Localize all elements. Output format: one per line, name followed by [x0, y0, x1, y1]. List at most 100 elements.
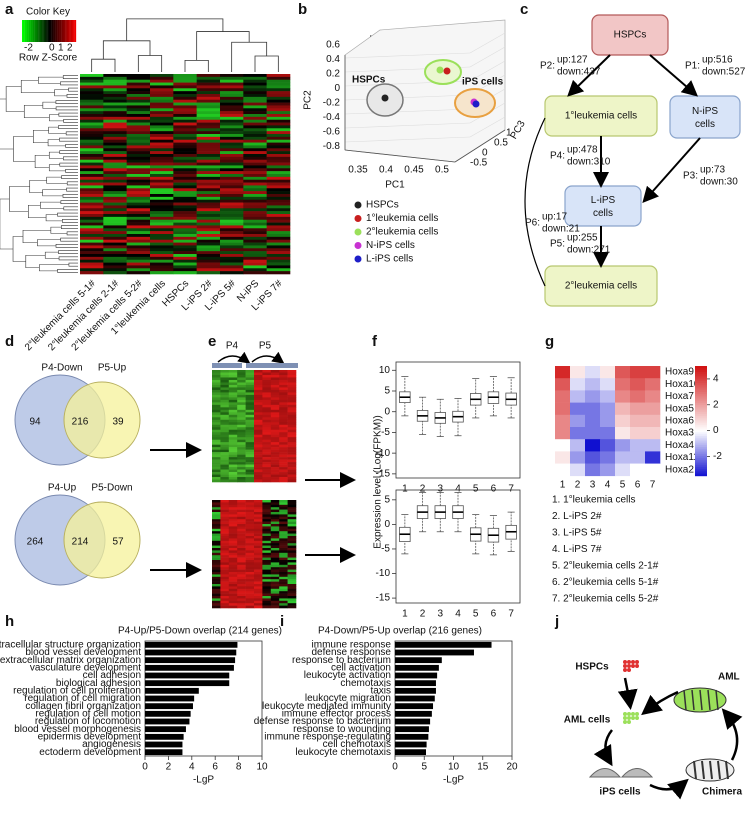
heatmap-cell [645, 378, 661, 391]
heatmap-cell [266, 151, 291, 155]
venn-count: 214 [72, 537, 89, 548]
color-key-swatch [69, 20, 71, 42]
heatmap-cell [212, 462, 221, 465]
heatmap-cell [150, 76, 174, 81]
heatmap-cell [243, 159, 267, 163]
heatmap-cell [270, 538, 280, 542]
column-label: 7 [650, 479, 656, 490]
heatmap-cell [287, 502, 297, 506]
heatmap-cell [254, 531, 263, 534]
heatmap-cell [262, 548, 272, 551]
heatmap-cell [212, 600, 221, 604]
heatmap-cell [220, 567, 230, 570]
heatmap-cell [262, 384, 272, 388]
heatmap-cell [103, 196, 127, 201]
heatmap-cell [287, 576, 297, 580]
heatmap-cell [228, 588, 238, 592]
heatmap-cell [212, 586, 221, 590]
heatmap-cell [173, 245, 197, 249]
color-key-tick: 2 [67, 43, 73, 54]
heatmap-cell [80, 154, 104, 158]
heatmap-cell [220, 168, 244, 172]
grid-line [344, 108, 471, 115]
dendrogram [55, 100, 78, 104]
heatmap-cell [287, 560, 297, 563]
heatmap-cell [287, 605, 297, 609]
heatmap-cell [245, 377, 255, 381]
heatmap-cell [262, 412, 272, 416]
heatmap-cell [80, 242, 104, 246]
heatmap-cell [266, 254, 291, 258]
heatmap-cell [173, 185, 197, 189]
heatmap-cell [103, 262, 127, 266]
heatmap-cell [126, 151, 151, 155]
x-tick-label: 7 [508, 484, 514, 495]
heatmap-cell [266, 116, 291, 121]
heatmap-cell [173, 239, 197, 243]
node-label: N-iPS cells [692, 106, 718, 130]
heatmap-cell [287, 500, 297, 503]
heatmap-cell [270, 417, 280, 421]
dendrogram [40, 201, 64, 209]
heatmap-cell [279, 424, 288, 428]
bar [395, 657, 442, 664]
heatmap-cell [150, 145, 174, 149]
heatmap-cell [103, 76, 127, 81]
heatmap-cell [220, 467, 230, 470]
heatmap-cell [262, 422, 272, 426]
heatmap-cell [212, 603, 221, 606]
heatmap-cell [262, 531, 272, 534]
heatmap-cell [150, 116, 174, 121]
heatmap-cell [254, 579, 263, 582]
heatmap-cell [270, 500, 280, 503]
heatmap-cell [212, 519, 221, 522]
heatmap-cell [173, 74, 197, 78]
heatmap-cell [228, 564, 238, 568]
heatmap-cell [220, 442, 230, 445]
heatmap-cell [228, 459, 238, 463]
heatmap-cell [287, 584, 297, 587]
heatmap-cell [266, 202, 291, 206]
heatmap-cell [262, 392, 272, 396]
heatmap-cell [254, 422, 263, 426]
heatmap-cell [270, 555, 280, 558]
heatmap-cell [266, 185, 291, 189]
heatmap-cell [279, 457, 288, 460]
heatmap-cell [615, 439, 631, 452]
heatmap-cell [212, 402, 221, 406]
heatmap-cell [270, 429, 280, 433]
heatmap-cell [287, 507, 297, 510]
y-tick-label: 0 [384, 519, 390, 530]
heatmap-cell [80, 202, 104, 206]
heatmap-cell [173, 131, 197, 135]
heatmap-cell [237, 555, 246, 558]
dendrogram [184, 59, 209, 72]
heatmap-cell [173, 162, 197, 166]
heatmap-cell [220, 245, 244, 249]
heatmap-cell [266, 216, 291, 221]
heatmap-cell [279, 538, 288, 542]
heatmap-cell [196, 128, 221, 132]
heatmap-cell [212, 545, 221, 549]
heatmap-cell [196, 102, 221, 106]
heatmap-cell [266, 262, 291, 266]
heatmap-cell [287, 424, 297, 428]
tick-label: -0.4 [323, 112, 341, 123]
x-tick-label: 15 [477, 762, 489, 773]
heatmap-cell [262, 564, 272, 568]
heatmap-cell [279, 397, 288, 401]
heatmap-cell [262, 560, 272, 563]
heatmap-cell [103, 74, 127, 78]
heatmap-cell [126, 174, 151, 178]
heatmap-cell [243, 194, 267, 198]
heatmap-cell [80, 125, 104, 129]
heatmap-cell [220, 502, 230, 506]
heatmap-cell [243, 131, 267, 135]
heatmap-cell [103, 239, 127, 243]
heatmap-cell [150, 216, 174, 221]
axis-label: PC3 [508, 119, 527, 142]
heatmap-cell [228, 533, 238, 537]
heatmap-cell [80, 88, 104, 92]
color-bar [695, 464, 707, 468]
heatmap-cell [228, 504, 238, 508]
